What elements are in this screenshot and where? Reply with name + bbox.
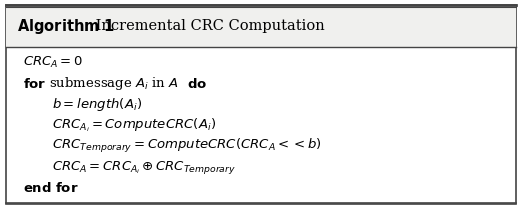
Text: $\bf{Algorithm\ 1}$: $\bf{Algorithm\ 1}$ [17,17,114,36]
Text: $\bf{end\ for}$: $\bf{end\ for}$ [23,181,79,195]
Text: $b = \mathit{length}(A_i)$: $b = \mathit{length}(A_i)$ [52,96,143,113]
Text: $\mathit{CRC}_{A_i} = \mathit{ComputeCRC}(A_i)$: $\mathit{CRC}_{A_i} = \mathit{ComputeCRC… [52,117,216,134]
Text: $\mathit{CRC}_{\mathit{Temporary}} = \mathit{ComputeCRC}(\mathit{CRC}_A << b)$: $\mathit{CRC}_{\mathit{Temporary}} = \ma… [52,137,322,155]
Text: $\mathit{CRC}_A = 0$: $\mathit{CRC}_A = 0$ [23,55,84,71]
Text: $\bf{for}$: $\bf{for}$ [23,77,47,91]
Text: Incremental CRC Computation: Incremental CRC Computation [91,19,325,33]
Bar [6,5,516,47]
Text: $\mathit{CRC}_A = \mathit{CRC}_{A_i} \oplus \mathit{CRC}_{\mathit{Temporary}}$: $\mathit{CRC}_A = \mathit{CRC}_{A_i} \op… [52,159,236,176]
Text: submessage $A_i$ in $A$: submessage $A_i$ in $A$ [49,75,178,92]
Text: $\bf{do}$: $\bf{do}$ [187,77,208,91]
